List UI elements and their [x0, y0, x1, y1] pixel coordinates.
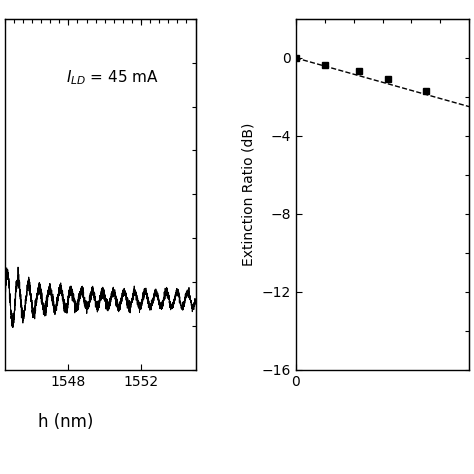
Y-axis label: Extinction Ratio (dB): Extinction Ratio (dB) [242, 123, 256, 266]
Text: h (nm): h (nm) [38, 413, 93, 431]
Text: $I_{LD}$ = 45 mA: $I_{LD}$ = 45 mA [66, 68, 159, 87]
